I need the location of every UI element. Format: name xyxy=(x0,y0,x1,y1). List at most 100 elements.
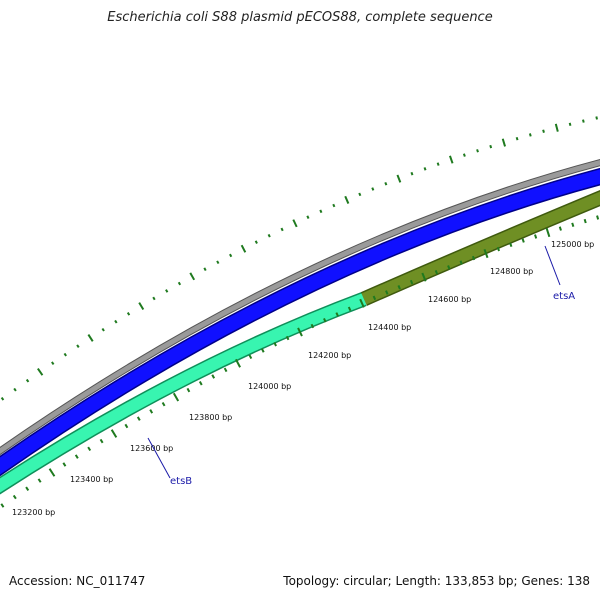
inner-tick xyxy=(211,374,216,379)
outer-tick xyxy=(319,209,323,214)
outer-tick xyxy=(528,133,532,137)
position-label: 123800 bp xyxy=(189,413,232,422)
inner-tick xyxy=(421,272,427,282)
etsB-callout-line xyxy=(147,437,171,479)
inner-tick xyxy=(285,335,290,341)
inner-tick xyxy=(521,238,525,243)
inner-tick xyxy=(297,327,303,337)
outer-tick xyxy=(501,138,507,147)
outer-tick xyxy=(568,122,572,127)
outer-tick xyxy=(582,119,585,123)
inner-tick xyxy=(87,446,92,452)
etsA-feature xyxy=(361,191,600,305)
inner-tick xyxy=(372,295,377,301)
inner-tick xyxy=(0,503,5,508)
inner-tick xyxy=(223,367,228,373)
outer-tick xyxy=(216,260,220,265)
outer-tick xyxy=(267,233,271,238)
position-labels: 123200 bp 123400 bp 123600 bp 123800 bp 1240… xyxy=(12,240,594,517)
backbone-ring-fill xyxy=(0,160,600,455)
cds-boundary xyxy=(353,277,364,296)
outer-tick xyxy=(229,253,233,258)
outer-tick xyxy=(254,240,258,244)
inner-tick xyxy=(136,416,141,421)
position-label: 124000 bp xyxy=(248,382,291,391)
inner-tick xyxy=(335,312,339,317)
outer-tick xyxy=(177,281,182,286)
inner-tick xyxy=(583,218,587,224)
accession-text: Accession: NC_011747 xyxy=(9,574,146,588)
outer-tick xyxy=(595,116,598,120)
position-label: 124600 bp xyxy=(428,295,471,304)
inner-tick xyxy=(310,323,315,329)
forward-cds-track xyxy=(0,169,600,475)
outer-tick xyxy=(384,182,388,186)
etsA-callout-line xyxy=(544,245,561,286)
outer-tick xyxy=(476,149,479,153)
outer-tick xyxy=(489,144,493,149)
inner-tick xyxy=(509,242,513,248)
outer-tick xyxy=(76,344,80,349)
etsB-feature xyxy=(0,293,367,493)
outer-tick xyxy=(101,327,105,332)
outer-tick xyxy=(25,378,30,383)
inner-tick xyxy=(124,423,129,429)
inner-tick xyxy=(248,354,253,360)
outer-tick xyxy=(152,296,156,301)
outer-tick xyxy=(63,352,67,357)
inner-tick xyxy=(273,341,277,347)
inner-tick xyxy=(48,468,56,477)
inner-tick xyxy=(261,348,265,353)
inner-tick xyxy=(447,265,451,270)
inner-tick xyxy=(596,215,600,220)
inner-tick xyxy=(471,255,476,261)
etsB-label: etsB xyxy=(170,476,192,487)
inner-tick xyxy=(25,486,30,491)
outer-tick xyxy=(138,302,145,311)
inner-tick xyxy=(434,269,439,275)
outer-tick-ring xyxy=(0,116,598,401)
outer-tick xyxy=(0,396,5,401)
inner-tick xyxy=(172,392,180,402)
inner-tick xyxy=(62,462,67,467)
outer-tick xyxy=(87,334,94,342)
position-label: 124200 bp xyxy=(308,351,351,360)
outer-tick xyxy=(462,153,466,157)
inner-tick xyxy=(235,358,241,368)
inner-tick xyxy=(496,246,501,252)
inner-tick xyxy=(74,454,79,459)
outer-tick xyxy=(358,192,362,197)
outer-tick xyxy=(332,203,336,208)
outer-tick xyxy=(371,187,375,191)
inner-tick xyxy=(161,401,166,407)
position-label: 123200 bp xyxy=(12,508,55,517)
etsB-feature-outline xyxy=(0,291,367,495)
map-title: Escherichia coli S88 plasmid pECOS88, co… xyxy=(107,10,493,25)
inner-tick xyxy=(347,306,352,312)
position-label: 124400 bp xyxy=(368,323,411,332)
outer-tick xyxy=(114,319,118,324)
outer-tick xyxy=(410,171,414,176)
inner-tick xyxy=(186,387,191,393)
inner-tick xyxy=(459,260,463,265)
inner-tick xyxy=(545,227,551,238)
outer-tick xyxy=(280,227,284,232)
outer-tick xyxy=(126,312,131,316)
outer-tick xyxy=(189,272,196,281)
inner-tick-ring xyxy=(0,215,600,508)
outer-tick xyxy=(542,129,545,133)
etsA-label: etsA xyxy=(553,291,575,302)
outer-tick xyxy=(240,244,247,253)
outer-tick xyxy=(37,368,44,376)
position-label: 123600 bp xyxy=(130,444,173,453)
position-label: 124800 bp xyxy=(490,267,533,276)
outer-tick xyxy=(165,289,169,293)
outer-tick xyxy=(203,267,207,272)
outer-tick xyxy=(449,155,454,164)
outer-tick xyxy=(396,174,402,183)
inner-tick xyxy=(534,234,538,239)
inner-tick xyxy=(12,494,17,500)
inner-tick xyxy=(99,438,104,444)
inner-tick xyxy=(397,285,401,290)
outer-tick xyxy=(423,167,427,171)
